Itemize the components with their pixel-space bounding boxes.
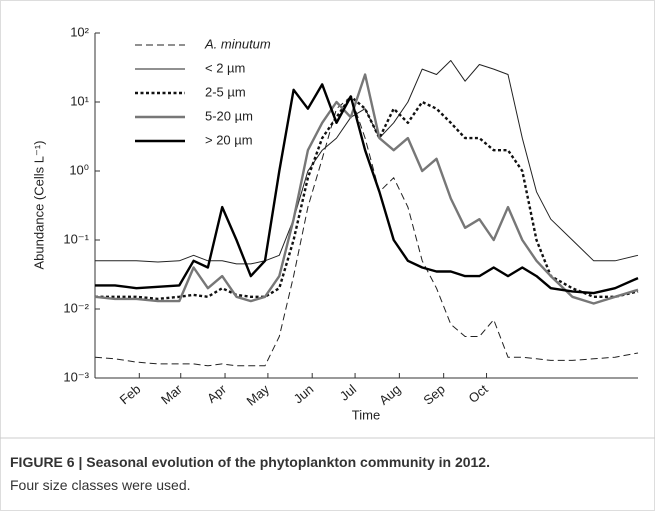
legend-label: > 20 µm — [205, 132, 253, 147]
y-tick-label: 10² — [70, 24, 89, 39]
y-tick-label: 10⁻² — [63, 300, 89, 315]
y-axis-title: Abundance (Cells L⁻¹) — [31, 141, 46, 270]
legend-label: < 2 µm — [205, 60, 245, 75]
x-tick-label: Feb — [117, 381, 144, 407]
y-tick-label: 10⁻³ — [63, 369, 89, 384]
caption-bold: FIGURE 6 | Seasonal evolution of the phy… — [10, 454, 490, 470]
x-axis-title: Time — [352, 407, 380, 422]
y-tick-label: 10⁰ — [69, 162, 89, 177]
x-tick-label: Mar — [158, 381, 185, 407]
y-tick-label: 10¹ — [70, 93, 89, 108]
legend-label: 5-20 µm — [205, 108, 253, 123]
x-tick-label: Jun — [291, 381, 317, 406]
series-line — [95, 95, 639, 301]
caption-text: Four size classes were used. — [10, 477, 191, 493]
x-tick-label: May — [244, 381, 273, 409]
series-line — [94, 73, 639, 305]
x-tick-label: Apr — [204, 381, 230, 406]
caption: FIGURE 6 | Seasonal evolution of the phy… — [10, 454, 490, 470]
x-tick-label: Sep — [420, 381, 447, 407]
series-line — [95, 60, 639, 265]
y-tick-label: 10⁻¹ — [63, 231, 89, 246]
caption-rest: Four size classes were used. — [10, 477, 191, 493]
x-tick-label: Aug — [376, 381, 403, 407]
x-tick-label: Jul — [337, 381, 359, 403]
legend-label: 2-5 µm — [205, 84, 246, 99]
series-line — [94, 96, 639, 367]
legend-label: A. minutum — [204, 36, 271, 51]
x-tick-label: Oct — [466, 381, 491, 406]
series-line — [95, 83, 639, 295]
